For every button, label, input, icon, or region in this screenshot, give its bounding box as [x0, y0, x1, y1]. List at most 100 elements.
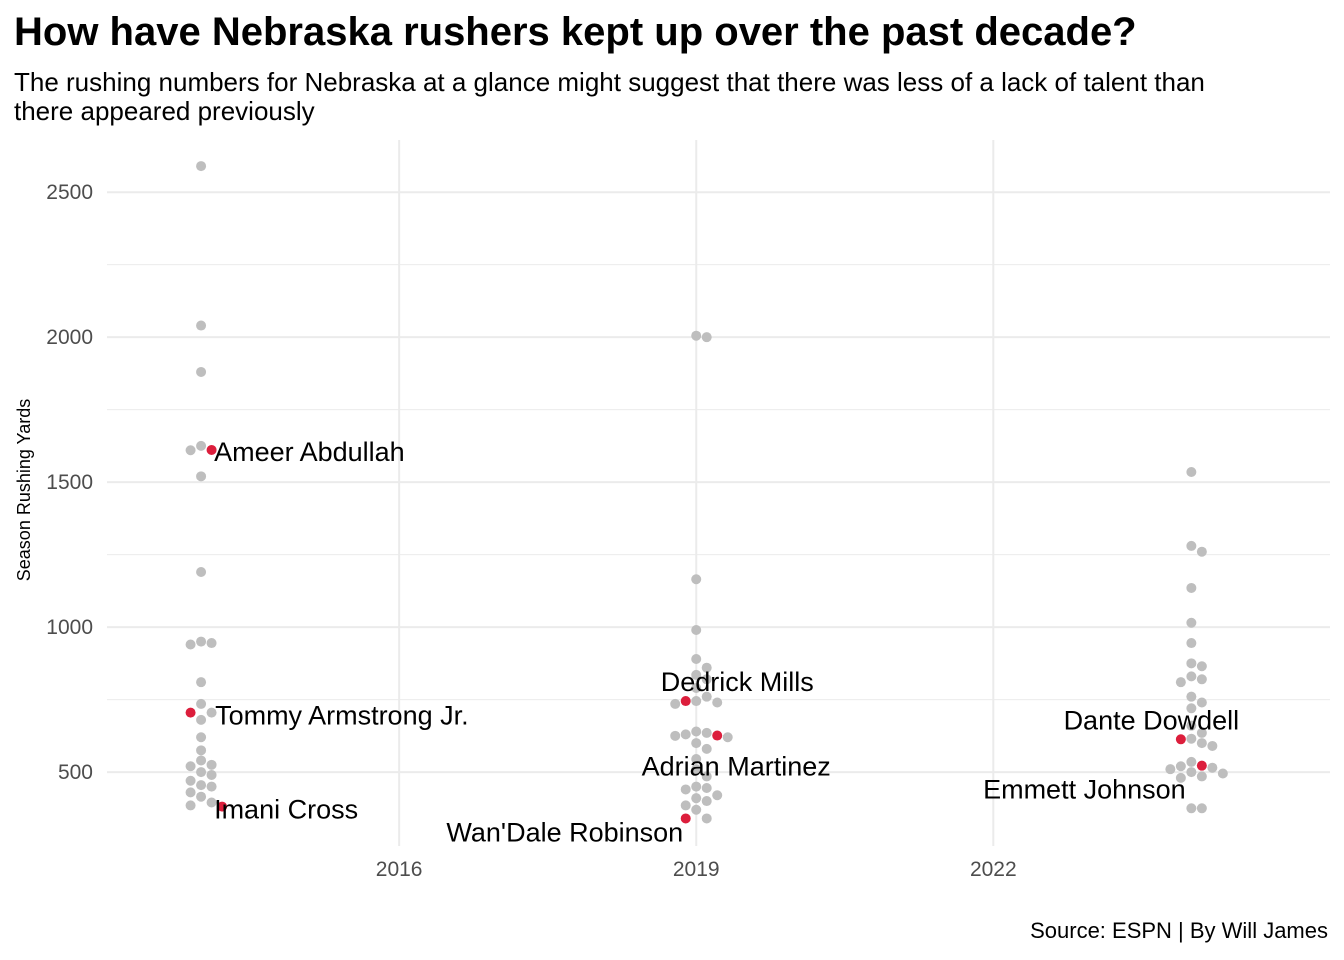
data-point	[680, 784, 691, 795]
data-point	[1186, 767, 1197, 778]
data-point	[206, 638, 217, 649]
data-point	[185, 800, 196, 811]
highlight-layer	[185, 444, 1207, 824]
data-point	[1186, 617, 1197, 628]
data-point	[691, 330, 702, 341]
data-point	[670, 698, 681, 709]
data-point	[1196, 803, 1207, 814]
player-label: Tommy Armstrong Jr.	[215, 701, 469, 731]
data-point	[691, 669, 702, 680]
data-point	[185, 761, 196, 772]
data-point	[1196, 661, 1207, 672]
data-point	[680, 729, 691, 740]
points-layer	[185, 161, 1228, 824]
data-point	[185, 639, 196, 650]
data-point	[1186, 756, 1197, 767]
data-point	[196, 745, 207, 756]
x-tick-label: 2019	[673, 858, 720, 881]
data-point	[701, 662, 712, 673]
highlight-point	[712, 730, 723, 741]
data-point	[701, 783, 712, 794]
data-point	[1175, 677, 1186, 688]
data-point	[701, 332, 712, 343]
data-point	[701, 771, 712, 782]
chart-subtitle: The rushing numbers for Nebraska at a gl…	[14, 67, 1205, 126]
data-point	[680, 800, 691, 811]
data-point	[206, 797, 217, 808]
data-point	[196, 161, 207, 172]
player-label: Emmett Johnson	[983, 775, 1186, 805]
data-point	[691, 804, 702, 815]
data-point	[691, 653, 702, 664]
data-point	[701, 813, 712, 824]
x-tick-label: 2016	[376, 858, 423, 881]
data-point	[196, 471, 207, 482]
data-point	[206, 769, 217, 780]
y-axis-ticks: 500 1000 1500 2000 2500	[46, 181, 93, 784]
y-tick-label: 1000	[46, 616, 93, 639]
player-label: Wan'Dale Robinson	[446, 817, 683, 847]
data-point	[185, 787, 196, 798]
data-point	[691, 726, 702, 737]
player-label: Dedrick Mills	[661, 667, 814, 697]
data-point	[196, 677, 207, 688]
x-tick-label: 2022	[970, 858, 1017, 881]
data-point	[691, 738, 702, 749]
data-point	[1186, 720, 1197, 731]
data-point	[691, 624, 702, 635]
player-label: Ameer Abdullah	[214, 437, 405, 467]
data-point	[196, 366, 207, 377]
data-point	[691, 793, 702, 804]
data-point	[196, 780, 207, 791]
data-point	[1186, 733, 1197, 744]
highlight-point	[680, 813, 691, 824]
data-point	[1175, 772, 1186, 783]
data-point	[196, 320, 207, 331]
data-point	[206, 759, 217, 770]
data-point	[701, 691, 712, 702]
highlight-point	[1196, 760, 1207, 771]
gridlines	[107, 140, 1330, 846]
highlight-point	[185, 707, 196, 718]
y-tick-label: 2500	[46, 181, 93, 204]
data-point	[712, 790, 723, 801]
player-label: Dante Dowdell	[1064, 705, 1240, 735]
data-point	[712, 697, 723, 708]
data-point	[1196, 674, 1207, 685]
data-point	[701, 796, 712, 807]
data-point	[691, 754, 702, 765]
data-point	[196, 732, 207, 743]
data-point	[670, 730, 681, 741]
data-point	[1175, 761, 1186, 772]
data-point	[185, 775, 196, 786]
data-point	[691, 764, 702, 775]
data-point	[1186, 658, 1197, 669]
data-point	[196, 440, 207, 451]
data-point	[185, 445, 196, 456]
highlight-point	[217, 801, 228, 812]
data-point	[196, 755, 207, 766]
data-point	[1217, 768, 1228, 779]
data-point	[196, 567, 207, 578]
data-point	[1196, 546, 1207, 557]
data-point	[691, 696, 702, 707]
data-point	[1196, 727, 1207, 738]
data-point	[1165, 764, 1176, 775]
y-tick-label: 2000	[46, 326, 93, 349]
data-point	[1186, 540, 1197, 551]
highlight-point	[206, 444, 217, 455]
data-point	[691, 682, 702, 693]
y-tick-label: 1500	[46, 471, 93, 494]
data-point	[1196, 771, 1207, 782]
x-axis-ticks: 2016 2019 2022	[376, 858, 1017, 881]
y-tick-label: 500	[58, 761, 93, 784]
data-point	[701, 674, 712, 685]
data-point	[196, 714, 207, 725]
data-point	[196, 767, 207, 778]
chart-title: How have Nebraska rushers kept up over t…	[14, 10, 1137, 54]
data-point	[1207, 740, 1218, 751]
data-point	[1207, 762, 1218, 773]
data-point	[1186, 582, 1197, 593]
highlight-point	[1175, 734, 1186, 745]
